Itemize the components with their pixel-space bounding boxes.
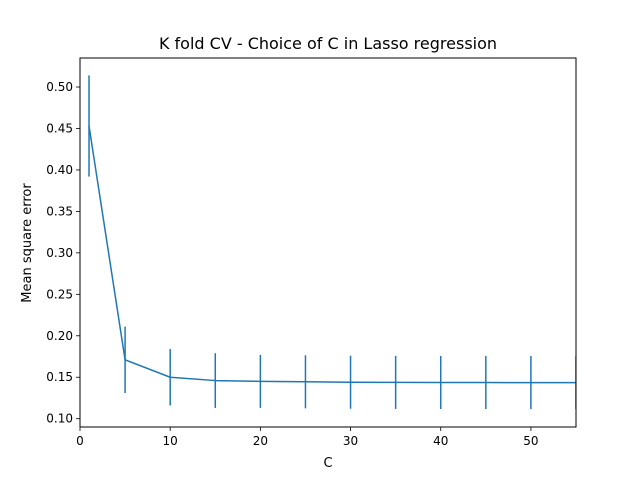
x-tick-label: 20 — [253, 434, 268, 448]
chart-title: K fold CV - Choice of C in Lasso regress… — [159, 34, 497, 53]
y-tick-label: 0.20 — [46, 329, 73, 343]
y-tick-label: 0.40 — [46, 163, 73, 177]
y-tick-label: 0.25 — [46, 287, 73, 301]
axes-frame — [79, 57, 577, 428]
x-tick-label: 30 — [343, 434, 358, 448]
x-tick-label: 10 — [163, 434, 178, 448]
x-tick-label: 40 — [433, 434, 448, 448]
x-axis-label: C — [323, 456, 332, 471]
y-tick-label: 0.30 — [46, 246, 73, 260]
x-tick-label: 50 — [523, 434, 538, 448]
y-tick-label: 0.45 — [46, 121, 73, 135]
plot-area: 0 10 20 30 40 50 0.10 0.15 0.20 0.25 0.30 0.35 0.40 0… — [46, 75, 576, 448]
y-axis-label: Mean square error — [20, 183, 35, 303]
series-line — [88, 125, 576, 384]
y-tick-label: 0.15 — [46, 370, 73, 384]
y-tick-label: 0.35 — [46, 204, 73, 218]
y-tick-label: 0.50 — [46, 80, 73, 94]
y-tick-label: 0.10 — [46, 412, 73, 426]
x-tick-label: 0 — [76, 434, 84, 448]
